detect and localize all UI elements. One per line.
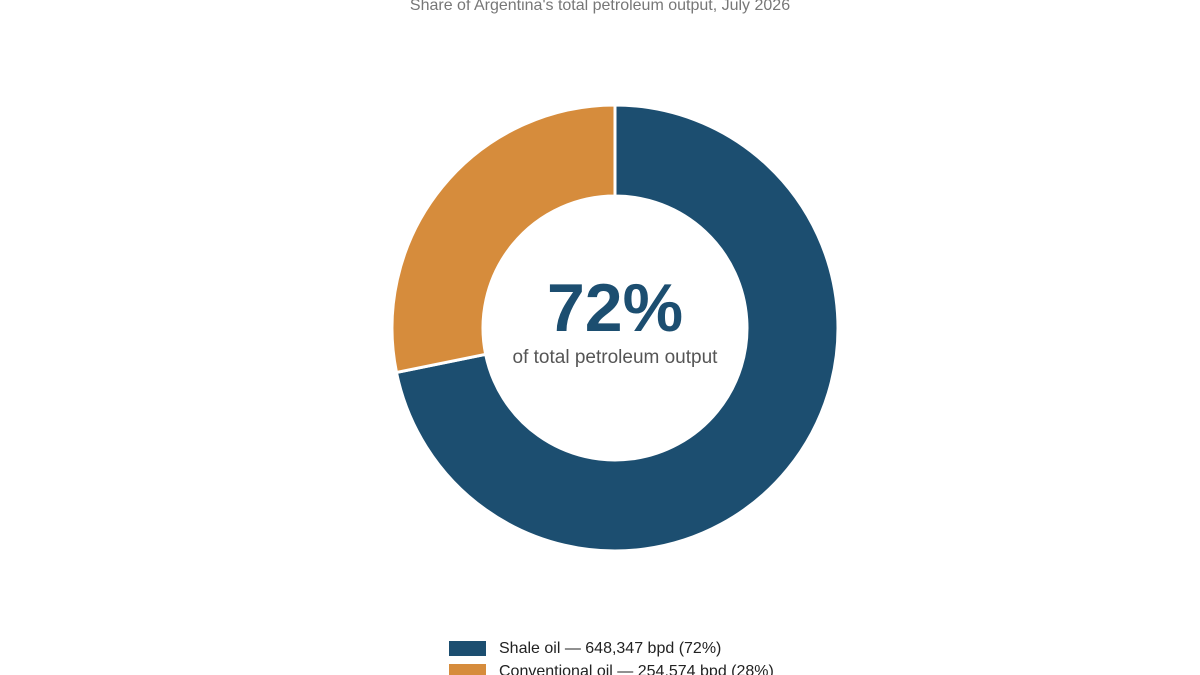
- donut-slice-conventional: [390, 103, 617, 375]
- legend: Shale oil — 648,347 bpd (72%) Convention…: [449, 637, 774, 675]
- donut-slice-shale: [394, 103, 840, 553]
- center-percentage: 72%: [546, 270, 684, 346]
- legend-swatch-shale: [449, 641, 486, 656]
- legend-swatch-conventional: [449, 664, 486, 675]
- center-caption: of total petroleum output: [512, 347, 718, 368]
- legend-label-conventional: Conventional oil — 254,574 bpd (28%): [499, 662, 774, 675]
- legend-item-conventional: Conventional oil — 254,574 bpd (28%): [449, 660, 774, 675]
- chart-subtitle: Share of Argentina's total petroleum out…: [409, 0, 791, 14]
- legend-item-shale: Shale oil — 648,347 bpd (72%): [449, 637, 774, 660]
- legend-label-shale: Shale oil — 648,347 bpd (72%): [499, 639, 722, 657]
